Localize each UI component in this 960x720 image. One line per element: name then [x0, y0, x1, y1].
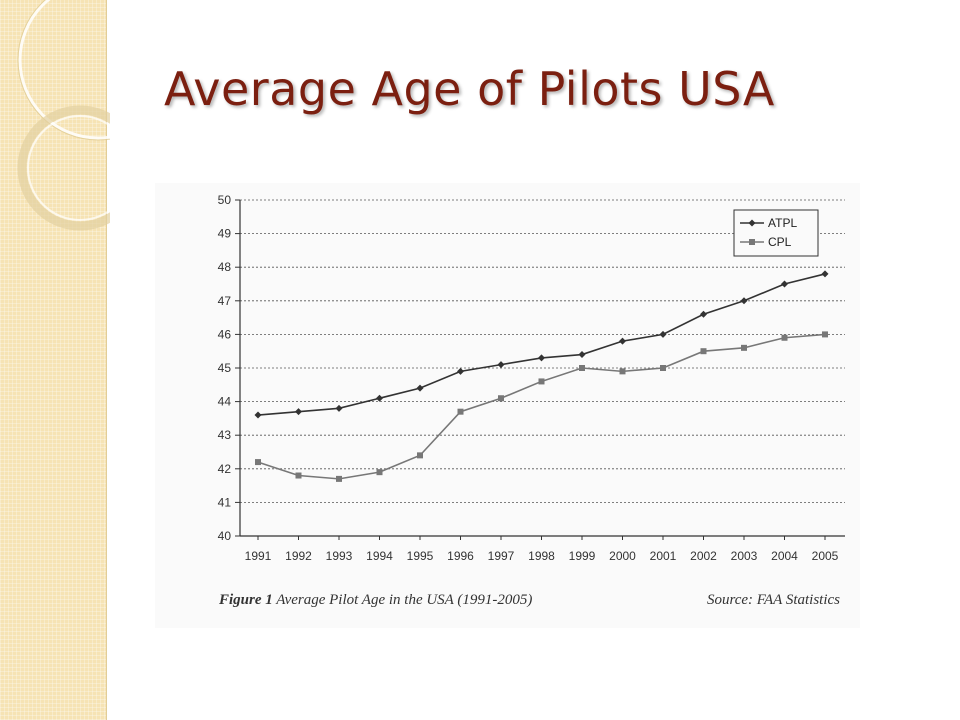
legend-label-cpl: CPL	[768, 235, 792, 249]
data-point	[748, 219, 756, 227]
figure-caption-text: Average Pilot Age in the USA (1991-2005)	[276, 592, 533, 608]
x-tick-label: 2004	[771, 549, 798, 563]
x-tick-label: 1999	[569, 549, 596, 563]
legend-box	[733, 209, 819, 257]
chart-figure: 40 41 42 43 44 45 46 47 48 49 50 1991 1992 1993 1994 19…	[155, 183, 860, 628]
data-point	[295, 408, 302, 416]
figure-source: Source: FAA Statistics	[706, 592, 840, 608]
data-point	[336, 475, 342, 482]
axes: 40 41 42 43 44 45 46 47 48 49 50 1991 1992 1993 1994 19…	[218, 193, 845, 563]
data-point	[579, 365, 585, 371]
decorative-circles	[17, 0, 110, 231]
data-point	[457, 367, 464, 375]
data-point	[749, 239, 755, 245]
legend: ATPL CPL	[733, 209, 819, 257]
data-point	[376, 394, 383, 402]
data-point	[821, 270, 829, 278]
data-point	[295, 472, 302, 479]
x-tick-label: 1996	[447, 549, 474, 563]
slide-title: Average Age of Pilots USA	[164, 62, 775, 116]
x-tick-label: 2000	[609, 549, 636, 563]
x-tick-label: 1995	[407, 549, 434, 563]
y-tick-label: 45	[218, 361, 232, 375]
data-point	[822, 331, 828, 338]
data-point	[457, 408, 464, 415]
y-tick-label: 42	[218, 462, 232, 476]
x-tick-label: 2002	[690, 549, 717, 563]
figure-caption: Figure 1 Average Pilot Age in the USA (1…	[219, 592, 532, 609]
x-tick-label: 1993	[326, 549, 353, 563]
series-line-atpl	[257, 273, 826, 416]
y-tick-label: 50	[218, 193, 232, 207]
data-point	[335, 404, 343, 412]
data-point	[619, 368, 626, 375]
series	[254, 270, 829, 482]
x-tick-label: 1997	[488, 549, 515, 563]
data-point	[740, 297, 748, 305]
y-tick-label: 43	[218, 428, 232, 442]
y-tick-label: 48	[218, 260, 232, 274]
data-point	[254, 411, 262, 419]
x-tick-label: 1998	[528, 549, 555, 563]
y-tick-label: 46	[218, 327, 232, 341]
data-point	[538, 354, 545, 362]
data-point	[578, 351, 586, 359]
y-tick-label: 49	[218, 227, 232, 241]
x-tick-label: 2003	[731, 549, 758, 563]
data-point	[741, 344, 747, 351]
y-tick-label: 47	[218, 294, 232, 308]
x-tick-label: 2001	[650, 549, 677, 563]
legend-label-atpl: ATPL	[768, 216, 797, 230]
data-point	[619, 337, 626, 345]
data-point	[255, 459, 261, 466]
y-tick-label: 41	[218, 495, 232, 509]
x-tick-label: 1994	[366, 549, 393, 563]
data-point	[416, 384, 424, 392]
data-point	[700, 348, 707, 355]
y-tick-label: 44	[218, 395, 232, 409]
data-point	[700, 310, 707, 318]
line-chart: 40 41 42 43 44 45 46 47 48 49 50 1991 1992 1993 1994 19…	[218, 193, 845, 563]
data-point	[538, 378, 545, 385]
data-point	[660, 365, 666, 371]
data-point	[497, 361, 505, 369]
data-point	[376, 469, 383, 476]
data-point	[417, 452, 423, 459]
x-tick-label: 1992	[285, 549, 312, 563]
data-point	[659, 330, 667, 338]
figure-caption-label: Figure 1	[219, 592, 273, 608]
y-tick-label: 40	[218, 529, 232, 543]
x-tick-label: 1991	[245, 549, 272, 563]
x-tick-label: 2005	[812, 549, 839, 563]
data-point	[498, 395, 504, 402]
data-point	[781, 334, 788, 341]
data-point	[781, 280, 788, 288]
